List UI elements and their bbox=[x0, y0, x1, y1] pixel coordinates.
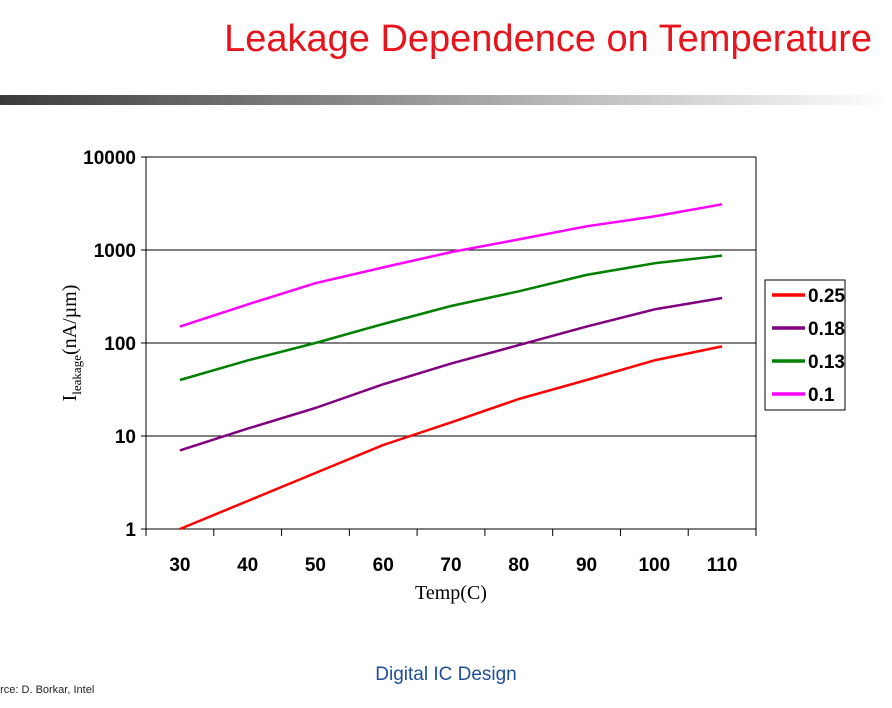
series-line-0-1 bbox=[179, 203, 723, 328]
y-tick-label: 10000 bbox=[83, 148, 136, 169]
x-tick-label: 110 bbox=[707, 555, 738, 576]
x-tick-label: 90 bbox=[576, 555, 597, 576]
series-line-0-13 bbox=[179, 254, 723, 382]
legend-label: 0.13 bbox=[808, 352, 845, 373]
legend-label: 0.25 bbox=[808, 286, 845, 307]
x-tick-label: 50 bbox=[305, 555, 326, 576]
y-tick-label: 10 bbox=[115, 427, 136, 448]
x-tick-label: 70 bbox=[440, 555, 461, 576]
y-tick-label: 100 bbox=[104, 334, 136, 355]
y-tick-label: 1 bbox=[125, 520, 136, 541]
x-tick-label: 100 bbox=[638, 555, 670, 576]
series-line-0-18 bbox=[179, 296, 723, 452]
footer-source: urce: D. Borkar, Intel bbox=[0, 684, 95, 696]
x-axis-label: Temp(C) bbox=[415, 582, 487, 604]
series-line-0-25 bbox=[179, 345, 723, 531]
x-tick-label: 40 bbox=[237, 555, 258, 576]
legend-box bbox=[764, 279, 846, 411]
y-tick-label: 1000 bbox=[94, 241, 136, 262]
legend-label: 0.18 bbox=[808, 319, 845, 340]
legend-label: 0.1 bbox=[808, 385, 835, 406]
x-tick-label: 80 bbox=[508, 555, 529, 576]
footer-course: Digital IC Design bbox=[375, 664, 517, 685]
y-axis-label: Ileakage(nA/µm) bbox=[59, 285, 84, 402]
title-underline bbox=[0, 95, 892, 105]
slide-title: Leakage Dependence on Temperature bbox=[224, 18, 872, 60]
x-tick-label: 30 bbox=[169, 555, 190, 576]
x-tick-label: 60 bbox=[373, 555, 394, 576]
